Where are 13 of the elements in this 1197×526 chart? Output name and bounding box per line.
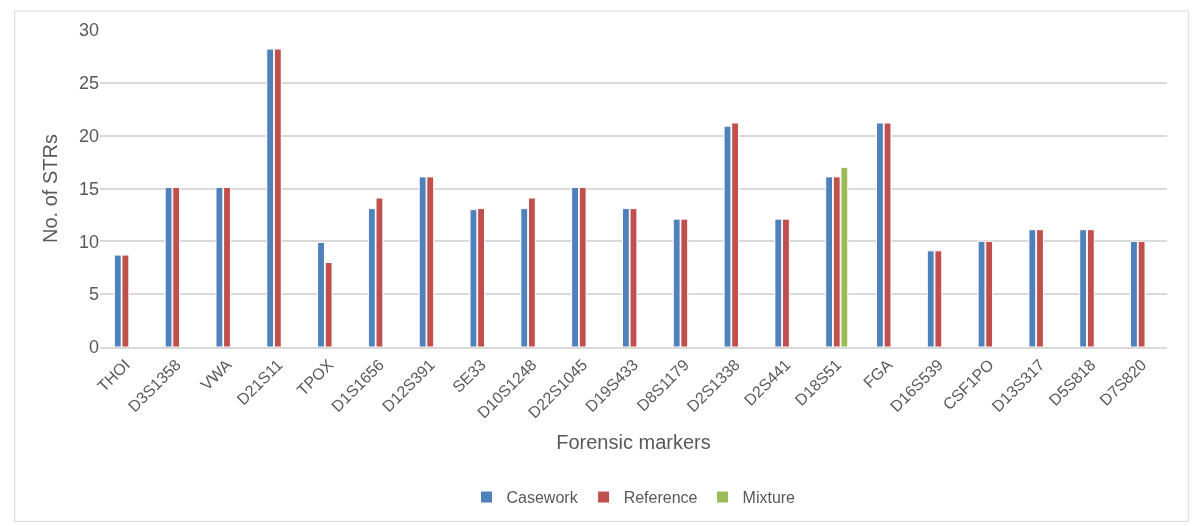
x-tick-label: VWA <box>197 355 236 394</box>
legend-label: Mixture <box>742 489 796 507</box>
legend-label: Casework <box>506 489 579 507</box>
legend-label: Reference <box>623 489 698 507</box>
y-tick-label: 30 <box>78 20 99 41</box>
y-tick-label: 5 <box>88 284 99 305</box>
y-tick-label: 25 <box>78 73 99 94</box>
x-axis-title: Forensic markers <box>556 431 711 454</box>
y-tick-label: 20 <box>78 125 99 146</box>
y-tick-label: 15 <box>78 178 99 199</box>
y-tick-label: 10 <box>78 231 99 252</box>
y-tick-label: 0 <box>88 337 99 358</box>
y-axis-title: No. of STRs <box>39 134 62 243</box>
